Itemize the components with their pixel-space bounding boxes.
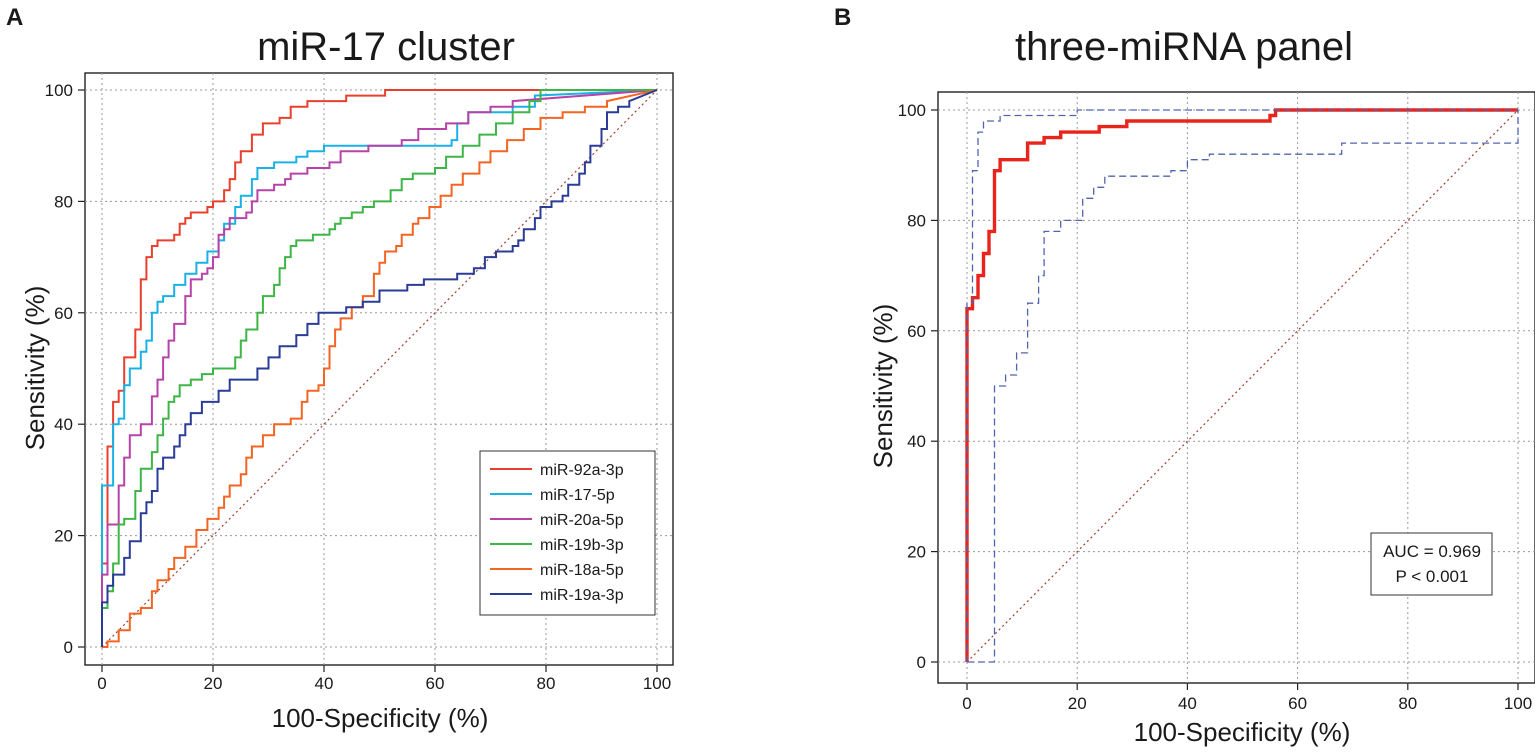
legend-label-mir-17-5p: miR-17-5p xyxy=(540,487,615,504)
y-tick-label: 0 xyxy=(917,653,926,672)
series-line-mir-92a-3p xyxy=(101,89,657,647)
y-tick-label: 60 xyxy=(907,322,926,341)
legend-label-mir-19b-3p: miR-19b-3p xyxy=(540,537,624,554)
legend-label-mir-20a-5p: miR-20a-5p xyxy=(540,512,624,529)
legend-box xyxy=(479,450,656,616)
legend: miR-92a-3p miR-17-5p miR-20a-5p miR-19b-… xyxy=(479,450,656,616)
panel-a-title: miR-17 cluster xyxy=(257,25,515,69)
series-line-mir-19a-3p xyxy=(101,89,658,647)
x-tick-label: 100 xyxy=(643,674,671,693)
series-line-lower-95-ci xyxy=(967,110,1519,663)
x-tick-label: 60 xyxy=(1288,694,1307,713)
x-tick-label: 80 xyxy=(537,674,556,693)
x-tick-label: 20 xyxy=(1068,694,1087,713)
y-tick-label: 100 xyxy=(45,81,73,100)
y-tick-label: 80 xyxy=(907,211,926,230)
x-tick-label: 80 xyxy=(1398,694,1417,713)
series-line-reference xyxy=(101,89,658,648)
auc-annotation-box xyxy=(1370,532,1493,596)
y-tick-label: 60 xyxy=(54,304,73,323)
panel-b-y-axis-label: Sensitivity (%) xyxy=(868,304,898,469)
y-tick-label: 80 xyxy=(54,192,73,211)
series-line-mir-19b-3p xyxy=(101,89,657,647)
panel-a-letter: A xyxy=(6,4,23,31)
y-tick-label: 40 xyxy=(907,432,926,451)
panel-b-x-axis-label: 100-Specificity (%) xyxy=(1134,717,1351,747)
auc-annotation: AUC = 0.969 P < 0.001 xyxy=(1370,532,1493,596)
x-tick-label: 0 xyxy=(962,694,971,713)
panel-a-x-axis-label: 100-Specificity (%) xyxy=(272,703,489,733)
panel-b: B three-miRNA panel 0 20 40 60 80 100 0 20 40 60 8… xyxy=(834,4,1535,747)
panel-b-title: three-miRNA panel xyxy=(1015,25,1353,69)
y-tick-label: 20 xyxy=(54,527,73,546)
panel-a: A miR-17 cluster 0 20 40 60 80 100 0 20 40 60 80 10… xyxy=(6,4,674,733)
panel-a-plot: 0 20 40 60 80 100 0 20 40 60 80 100 xyxy=(45,72,674,693)
y-tick-label: 0 xyxy=(64,638,73,657)
legend-label-mir-19a-3p: miR-19a-3p xyxy=(540,587,624,604)
panel-b-letter: B xyxy=(834,4,851,31)
x-tick-label: 40 xyxy=(1178,694,1197,713)
series-line-roc xyxy=(965,108,1518,662)
series-line-upper-95-ci xyxy=(966,109,1518,662)
y-tick-label: 20 xyxy=(907,543,926,562)
x-tick-label: 20 xyxy=(204,674,223,693)
p-value: P < 0.001 xyxy=(1396,567,1469,586)
y-tick-label: 100 xyxy=(898,101,926,120)
panel-a-y-axis-label: Sensitivity (%) xyxy=(20,286,50,451)
series-line-mir-18a-5p xyxy=(102,89,658,648)
legend-label-mir-92a-3p: miR-92a-3p xyxy=(540,462,624,479)
auc-value: AUC = 0.969 xyxy=(1383,542,1481,561)
x-tick-label: 100 xyxy=(1504,694,1532,713)
panel-b-plot: 0 20 40 60 80 100 0 20 40 60 80 100 xyxy=(898,91,1535,713)
series-line-mir-20a-5p xyxy=(101,89,658,647)
x-tick-label: 0 xyxy=(97,674,106,693)
x-tick-label: 40 xyxy=(315,674,334,693)
x-tick-label: 60 xyxy=(426,674,445,693)
legend-label-mir-18a-5p: miR-18a-5p xyxy=(540,562,624,579)
y-tick-label: 40 xyxy=(54,415,73,434)
